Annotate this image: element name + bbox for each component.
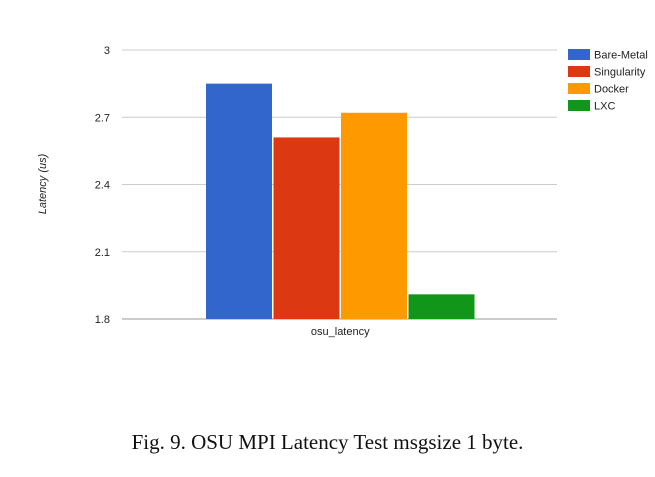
y-tick-label: 1.8 bbox=[95, 314, 110, 326]
chart: 1.8 2.1 2.4 2.7 3 osu_latency Latency (us) B… bbox=[37, 45, 648, 338]
y-tick-label: 2.7 bbox=[95, 112, 110, 124]
legend-label: Docker bbox=[594, 84, 629, 96]
figure-caption: Fig. 9. OSU MPI Latency Test msgsize 1 b… bbox=[131, 430, 524, 454]
legend: Bare-Metal Singularity Docker LXC bbox=[568, 49, 648, 113]
legend-label: Singularity bbox=[594, 67, 646, 79]
bar-docker bbox=[341, 112, 407, 320]
x-tick-labels: osu_latency bbox=[311, 326, 370, 338]
bar-bare-metal bbox=[206, 83, 272, 319]
legend-label: LXC bbox=[594, 101, 615, 113]
bar-lxc bbox=[408, 294, 475, 319]
y-tick-label: 2.4 bbox=[95, 180, 110, 192]
y-tick-label: 3 bbox=[104, 45, 110, 57]
x-tick-label: osu_latency bbox=[311, 326, 370, 338]
y-tick-labels: 1.8 2.1 2.4 2.7 3 bbox=[95, 45, 110, 326]
legend-label: Bare-Metal bbox=[594, 50, 648, 62]
bars bbox=[206, 83, 475, 320]
bar-singularity bbox=[273, 137, 340, 319]
legend-swatch bbox=[568, 49, 590, 60]
y-axis-title: Latency (us) bbox=[37, 153, 49, 214]
legend-swatch bbox=[568, 66, 590, 77]
legend-swatch bbox=[568, 83, 590, 94]
legend-swatch bbox=[568, 100, 590, 111]
y-tick-label: 2.1 bbox=[95, 247, 110, 259]
